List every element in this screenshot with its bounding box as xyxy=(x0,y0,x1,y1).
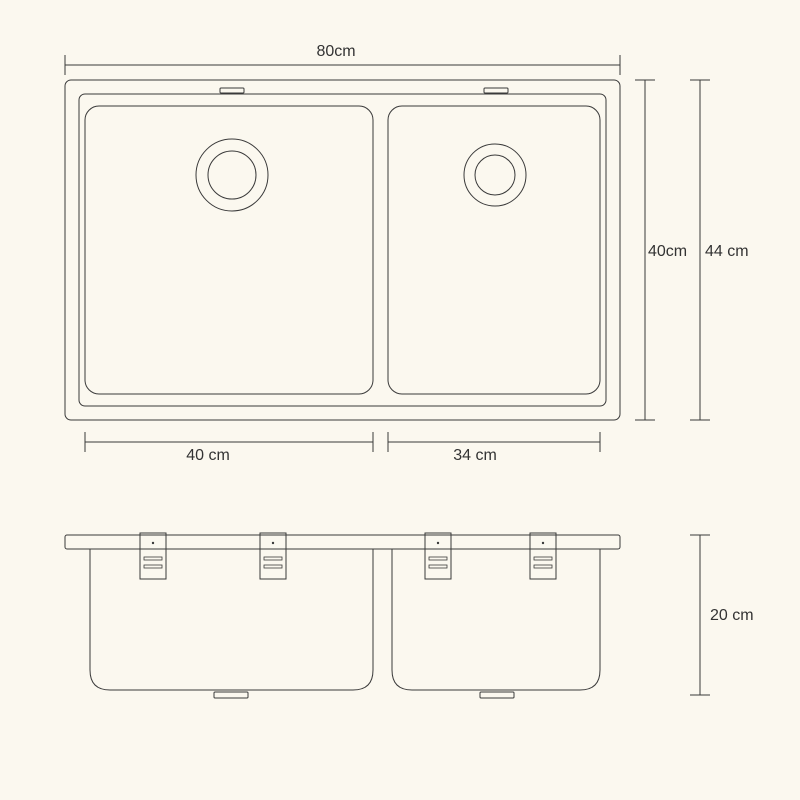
dim-label: 80cm xyxy=(316,43,355,60)
canvas-bg xyxy=(0,0,800,800)
technical-drawing: 80cm 40 cm 34 cm 40cm 44 cm 20 cm xyxy=(0,0,800,800)
dim-label: 40 cm xyxy=(186,447,230,464)
dim-label: 44 cm xyxy=(705,243,749,260)
dim-label: 34 cm xyxy=(453,447,497,464)
top-clip-0 xyxy=(220,88,244,93)
dim-label: 40cm xyxy=(648,243,687,260)
top-clip-1 xyxy=(484,88,508,93)
dim-label: 20 cm xyxy=(710,607,754,624)
